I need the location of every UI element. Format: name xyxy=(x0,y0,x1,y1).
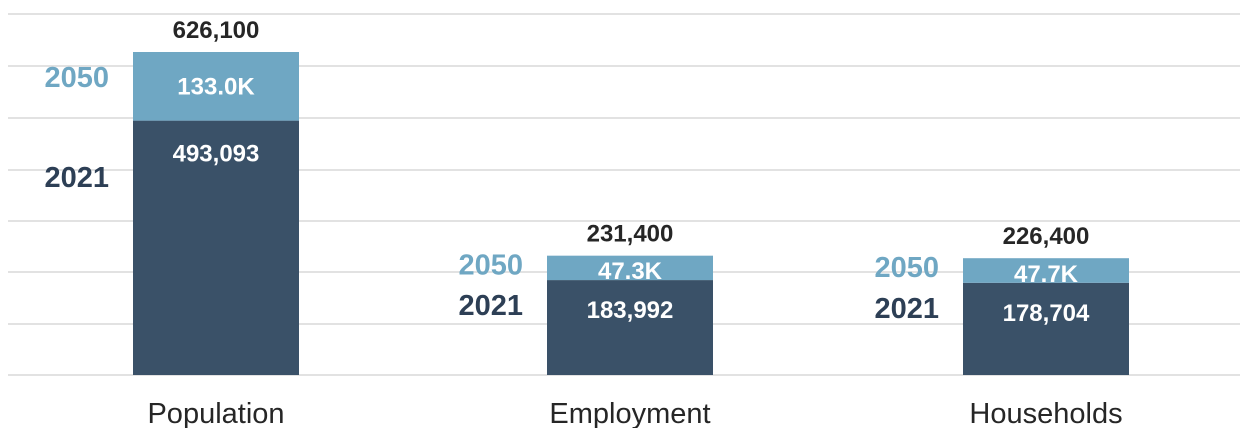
bar-2021-households xyxy=(963,282,1129,375)
year-label-2050: 2050 xyxy=(874,252,939,284)
year-label-2050: 2050 xyxy=(458,250,523,282)
year-label-2021: 2021 xyxy=(874,293,939,325)
year-label-2021: 2021 xyxy=(458,290,523,322)
growth-value-label: 47.3K xyxy=(598,258,663,285)
bars xyxy=(133,52,1129,375)
total-label: 231,400 xyxy=(587,221,674,248)
bar-2021-employment xyxy=(547,280,713,375)
bar-2021-population xyxy=(133,120,299,375)
bar-2050-population xyxy=(133,52,299,121)
growth-value-label: 47.7K xyxy=(1014,261,1079,288)
base-value-label: 178,704 xyxy=(1003,300,1090,327)
total-label: 226,400 xyxy=(1003,223,1090,250)
category-label-population: Population xyxy=(147,398,284,428)
bar-2050-households xyxy=(963,258,1129,283)
category-label-households: Households xyxy=(969,398,1122,428)
growth-value-label: 133.0K xyxy=(177,73,255,100)
base-value-label: 183,992 xyxy=(587,297,674,324)
base-value-label: 493,093 xyxy=(173,141,260,168)
category-label-employment: Employment xyxy=(549,398,710,428)
total-label: 626,100 xyxy=(173,17,260,44)
labels: 626,100 133.0K 493,093 2050 2021 Population 23… xyxy=(44,17,1122,428)
bar-2050-employment xyxy=(547,255,713,281)
year-label-2021: 2021 xyxy=(44,162,109,194)
year-label-2050: 2050 xyxy=(44,62,109,94)
